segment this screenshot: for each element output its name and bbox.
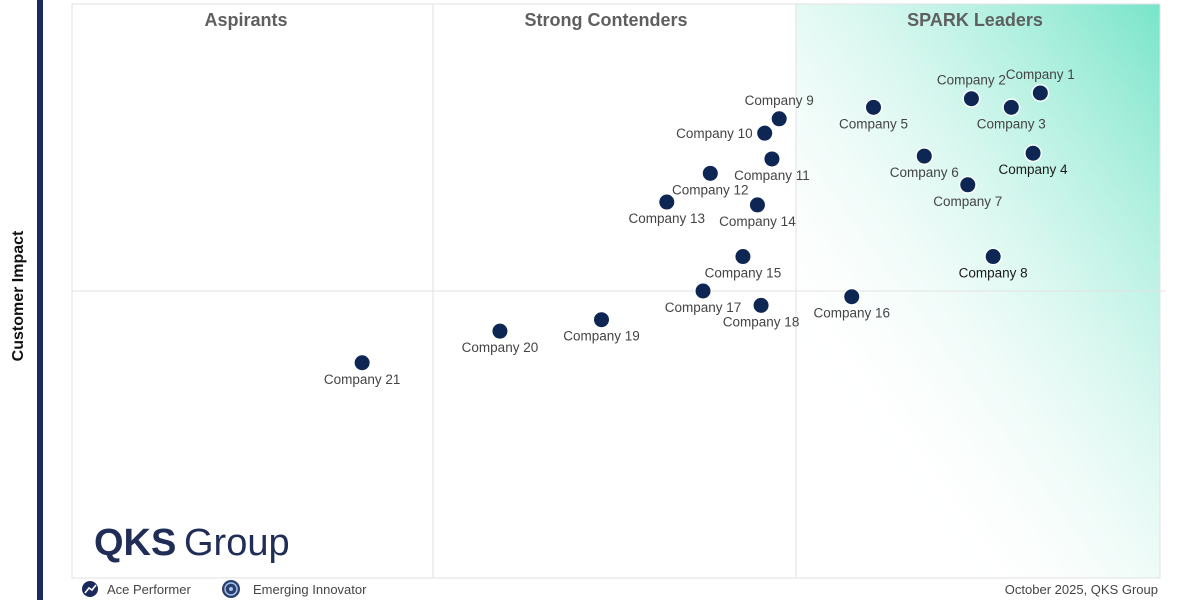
point-label: Company 18	[723, 314, 800, 329]
point-label: Company 19	[563, 329, 640, 344]
data-point: Company 17	[665, 282, 742, 315]
point-label: Company 16	[813, 306, 890, 321]
point-marker	[764, 151, 780, 167]
emerging-innovator-icon	[222, 580, 240, 598]
point-label: Company 10	[676, 126, 753, 141]
point-marker	[771, 111, 787, 127]
point-label: Company 11	[734, 168, 810, 183]
point-label: Company 4	[999, 162, 1069, 177]
data-point: Company 12	[672, 164, 749, 197]
point-label: Company 9	[745, 93, 814, 108]
point-marker	[749, 197, 765, 213]
data-point: Company 10	[676, 124, 774, 143]
point-marker	[593, 312, 609, 328]
point-label: Company 12	[672, 182, 749, 197]
point-label: Company 21	[324, 372, 401, 387]
data-point: Company 16	[813, 287, 890, 321]
data-point: Company 9	[745, 93, 814, 128]
quadrant-title-spark-leaders: SPARK Leaders	[907, 10, 1043, 30]
legend-ace-label: Ace Performer	[107, 582, 191, 597]
point-label: Company 1	[1006, 67, 1075, 82]
point-marker	[960, 177, 976, 193]
point-label: Company 8	[959, 266, 1028, 281]
point-marker	[1003, 99, 1019, 115]
data-point: Company 14	[719, 195, 796, 229]
y-axis-label: Customer Impact	[10, 230, 27, 361]
data-point: Company 18	[723, 296, 800, 329]
point-marker	[757, 125, 773, 141]
data-point: Company 4	[999, 144, 1069, 177]
point-label: Company 15	[705, 266, 782, 281]
data-point: Company 15	[705, 247, 782, 281]
point-marker	[916, 148, 932, 164]
point-marker	[1025, 145, 1041, 161]
logo-brand: QKS	[94, 522, 176, 564]
point-marker	[492, 323, 508, 339]
ace-performer-icon	[82, 581, 98, 597]
data-point: Company 1	[1006, 67, 1075, 102]
data-point: Company 6	[890, 147, 959, 180]
point-label: Company 5	[839, 116, 908, 131]
data-point: Company 21	[324, 353, 401, 387]
logo-suffix: Group	[184, 522, 290, 564]
data-point: Company 2	[937, 73, 1006, 108]
point-marker	[753, 297, 769, 313]
point-marker	[1032, 85, 1048, 101]
point-marker	[659, 194, 675, 210]
data-point: Company 20	[462, 322, 539, 355]
data-point: Company 3	[977, 98, 1046, 131]
qks-group-logo: QKS Group	[94, 522, 290, 564]
quadrant-title-strong-contenders: Strong Contenders	[524, 10, 687, 30]
legend-emerging-label: Emerging Innovator	[253, 582, 367, 597]
point-label: Company 20	[462, 340, 539, 355]
data-point: Company 13	[628, 193, 705, 226]
point-marker	[865, 99, 881, 115]
data-point: Company 7	[933, 175, 1002, 209]
point-label: Company 3	[977, 116, 1046, 131]
point-label: Company 7	[933, 194, 1002, 209]
point-marker	[985, 249, 1001, 265]
quadrant-title-aspirants: Aspirants	[204, 10, 287, 30]
point-marker	[844, 289, 860, 305]
point-label: Company 2	[937, 73, 1006, 88]
data-point: Company 19	[563, 310, 640, 344]
point-label: Company 14	[719, 214, 796, 229]
data-point: Company 5	[839, 98, 908, 131]
data-point: Company 8	[959, 247, 1028, 281]
point-marker	[963, 91, 979, 107]
point-label: Company 17	[665, 300, 742, 315]
footer-source: October 2025, QKS Group	[1005, 582, 1158, 597]
legend: Ace Performer Emerging Innovator	[82, 580, 367, 598]
data-point: Company 11	[734, 149, 810, 183]
left-accent-bar	[37, 0, 43, 600]
point-marker	[354, 355, 370, 371]
point-marker	[735, 249, 751, 265]
point-marker	[695, 283, 711, 299]
point-label: Company 6	[890, 165, 959, 180]
point-marker	[702, 165, 718, 181]
point-label: Company 13	[628, 211, 705, 226]
